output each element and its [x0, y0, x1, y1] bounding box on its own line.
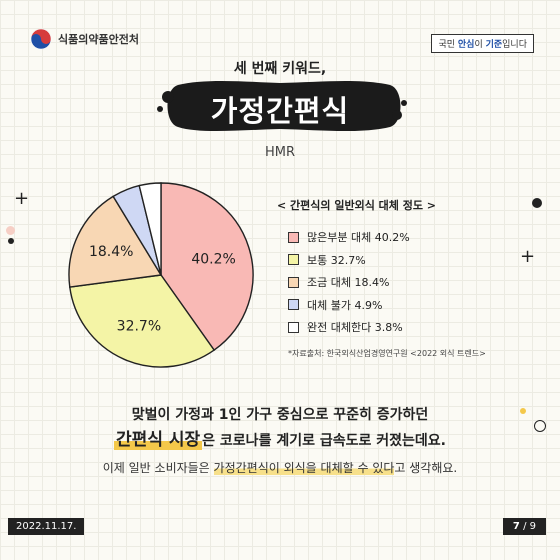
legend-swatch	[288, 231, 299, 243]
pie-slice-label-0: 40.2%	[191, 251, 235, 267]
page-total: 9	[529, 521, 536, 532]
agency-logo: 식품의약품안전처	[30, 28, 139, 50]
dot-decoration	[8, 238, 14, 244]
body-line-1: 맞벌이 가정과 1인 가구 중심으로 꾸준히 증가하던	[131, 407, 429, 423]
dot-decoration	[532, 198, 542, 208]
pie-slice-label-1: 32.7%	[117, 319, 161, 335]
legend-label: 많은부분 대체 40.2%	[307, 231, 410, 245]
legend-label: 완전 대체한다 3.8%	[307, 321, 403, 335]
dot-decoration	[520, 408, 526, 414]
highlight-hmr-market: 간편식 시장	[114, 430, 203, 450]
page-current: 7	[512, 521, 520, 532]
body-line-3: 이제 일반 소비자들은 가정간편식이 외식을 대체할 수 있다고 생각해요.	[102, 461, 458, 475]
pie-slice-4	[138, 182, 162, 276]
pie-slice-label-2: 18.4%	[89, 244, 133, 260]
legend-item-3: 대체 불가 4.9%	[288, 294, 410, 317]
legend-swatch	[288, 321, 299, 333]
legend-swatch	[288, 276, 299, 288]
legend-label: 조금 대체 18.4%	[307, 276, 390, 290]
chart-title: < 간편식의 일반외식 대체 정도 >	[277, 199, 437, 212]
keyword-title: 가정간편식	[210, 94, 350, 128]
highlight-replace-dining: 가정간편식이 외식을 대체할 수 있다	[213, 461, 395, 475]
page-indicator: 7 / 9	[502, 518, 546, 535]
taegeuk-logo-icon	[30, 28, 52, 50]
legend-item-2: 조금 대체 18.4%	[288, 271, 410, 294]
legend-label: 보통 32.7%	[307, 253, 366, 267]
legend-item-0: 많은부분 대체 40.2%	[288, 226, 410, 249]
chart-legend: 많은부분 대체 40.2% 보통 32.7% 조금 대체 18.4% 대체 불가 4.…	[288, 226, 410, 339]
dot-decoration	[6, 226, 15, 235]
chart-source: *자료출처: 한국외식산업경영연구원 <2022 외식 트렌드>	[288, 349, 486, 358]
plus-decoration-icon: +	[14, 188, 30, 209]
title-blob-shape	[157, 80, 407, 132]
pie-slice-0	[160, 182, 254, 352]
keyword-title-area: 가정간편식	[0, 79, 560, 133]
agency-name: 식품의약품안전처	[58, 33, 139, 46]
legend-label: 대체 불가 4.9%	[307, 298, 383, 312]
body-line-2: 간편식 시장 은 코로나를 계기로 급속도로 커졌는데요.	[114, 430, 446, 450]
keyword-intro: 세 번째 키워드,	[233, 61, 327, 77]
legend-item-1: 보통 32.7%	[288, 249, 410, 272]
pie-slice-2	[68, 195, 163, 288]
pie-slice-1	[69, 274, 216, 368]
legend-item-4: 완전 대체한다 3.8%	[288, 316, 410, 339]
pie-chart: 40.2% 32.7% 18.4%	[68, 182, 254, 368]
slogan-badge: 국민 안심이 기준입니다	[431, 34, 534, 53]
legend-swatch	[288, 254, 299, 266]
keyword-subtitle: HMR	[264, 145, 296, 160]
legend-swatch	[288, 299, 299, 311]
publish-date: 2022.11.17.	[8, 518, 85, 535]
ring-decoration	[534, 420, 546, 432]
plus-decoration-icon: +	[520, 246, 536, 267]
